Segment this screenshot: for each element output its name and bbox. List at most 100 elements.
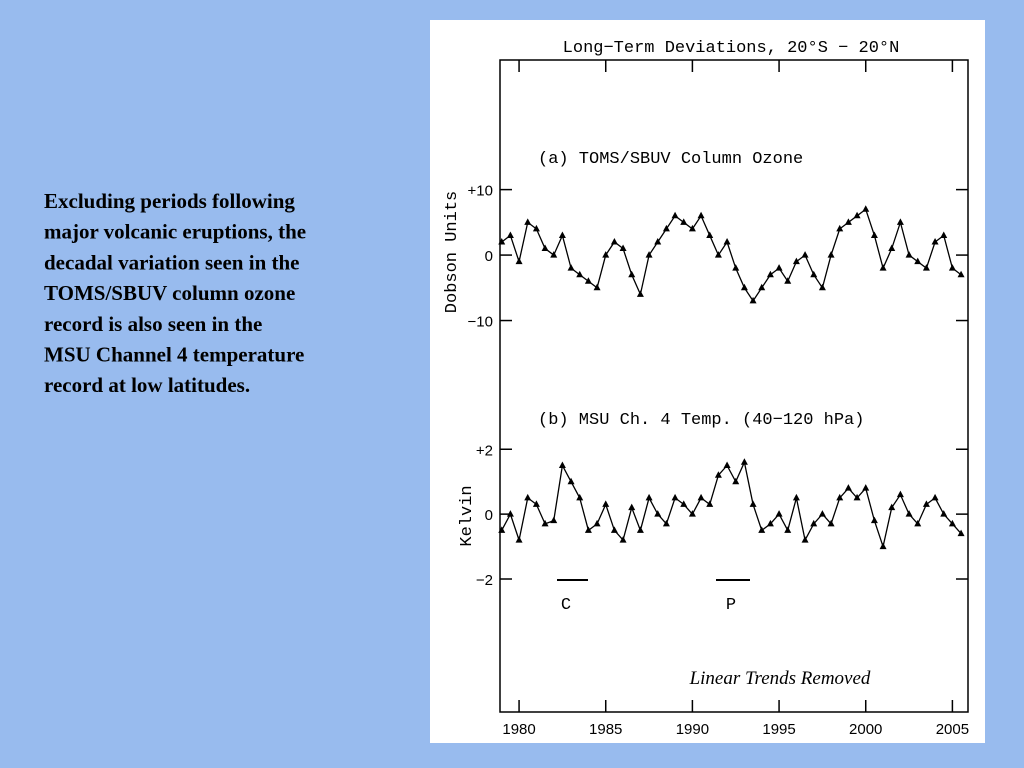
data-point [723,237,731,245]
data-point [844,218,852,225]
data-point [818,510,826,517]
data-point [619,536,627,543]
y-tick-label: 0 [485,248,493,265]
x-tick-label: 1990 [676,721,709,738]
data-point [593,283,601,291]
slide-text: Excluding periods following major volcani… [44,189,306,397]
data-point [853,493,861,501]
data-point [827,251,835,258]
data-point [558,231,566,238]
data-point [775,264,783,271]
data-point [524,493,532,501]
panel-a-label: (a) TOMS/SBUV Column Ozone [538,150,803,169]
data-point [628,503,636,511]
data-point [784,526,792,533]
period-label: C [561,596,571,615]
data-point [714,251,722,258]
data-point [810,519,818,527]
data-point [498,237,506,245]
data-point [836,224,844,232]
data-point [524,218,532,225]
data-point [515,536,523,543]
data-point [758,526,766,533]
data-point [662,519,670,527]
panel-b-label: (b) MSU Ch. 4 Temp. (40−120 hPa) [538,411,864,430]
annotation: Linear Trends Removed [689,668,871,689]
data-point [602,500,610,507]
data-point [914,519,922,527]
data-point [931,493,939,501]
data-point [636,290,644,297]
data-point [801,251,809,258]
x-tick-label: 1995 [762,721,795,738]
data-point [818,283,826,291]
data-point [654,237,662,245]
data-point [688,224,696,232]
data-point [888,244,896,252]
text-line: major volcanic eruptions, the [44,220,306,244]
data-point [922,500,930,507]
text-line: record at low latitudes. [44,373,250,397]
data-point [662,224,670,232]
data-point [922,264,930,271]
data-point [610,237,618,245]
data-point [723,461,731,468]
data-point [680,500,688,507]
y-tick-label: +10 [468,183,493,200]
data-point [801,536,809,543]
data-point [862,484,870,491]
x-tick-label: 2005 [936,721,969,738]
data-point [792,493,800,501]
data-point [948,264,956,271]
plot-frame [499,59,969,713]
data-point [645,251,653,258]
text-line: Excluding periods following [44,189,295,213]
data-point [506,510,514,517]
data-point [879,542,887,550]
data-point [619,244,627,252]
data-point [810,270,818,278]
data-point [940,510,948,517]
data-point [879,264,887,271]
data-point [740,458,748,465]
data-point [905,510,913,517]
figure-background [430,20,985,743]
data-point [784,277,792,284]
data-point [853,211,861,219]
data-point [506,231,514,238]
data-point [862,205,870,212]
data-point [541,519,549,527]
data-point [732,264,740,271]
data-point [697,493,705,501]
data-point [567,264,575,271]
data-point [896,490,904,498]
data-point [532,224,540,232]
data-point [558,461,566,468]
data-point [706,500,714,507]
x-tick-label: 1980 [502,721,535,738]
data-point [948,519,956,527]
data-point [680,218,688,225]
y-tick-label: +2 [476,442,493,459]
data-point [593,519,601,527]
data-point [940,231,948,238]
data-point [931,237,939,245]
y-tick-label: −10 [468,314,493,331]
data-point [636,526,644,533]
data-point [498,526,506,533]
data-point [654,510,662,517]
figure-title: Long−Term Deviations, 20°S − 20°N [563,39,900,58]
text-line: MSU Channel 4 temperature [44,343,304,367]
y-axis-label: Dobson Units [443,191,462,313]
data-point [766,519,774,527]
data-point [914,257,922,265]
data-point [567,477,575,485]
data-point [714,471,722,478]
data-point [957,529,965,537]
data-point [827,519,835,527]
data-point [749,500,757,507]
data-point [532,500,540,507]
series-line [501,460,962,549]
y-axis-label: Kelvin [458,485,477,546]
